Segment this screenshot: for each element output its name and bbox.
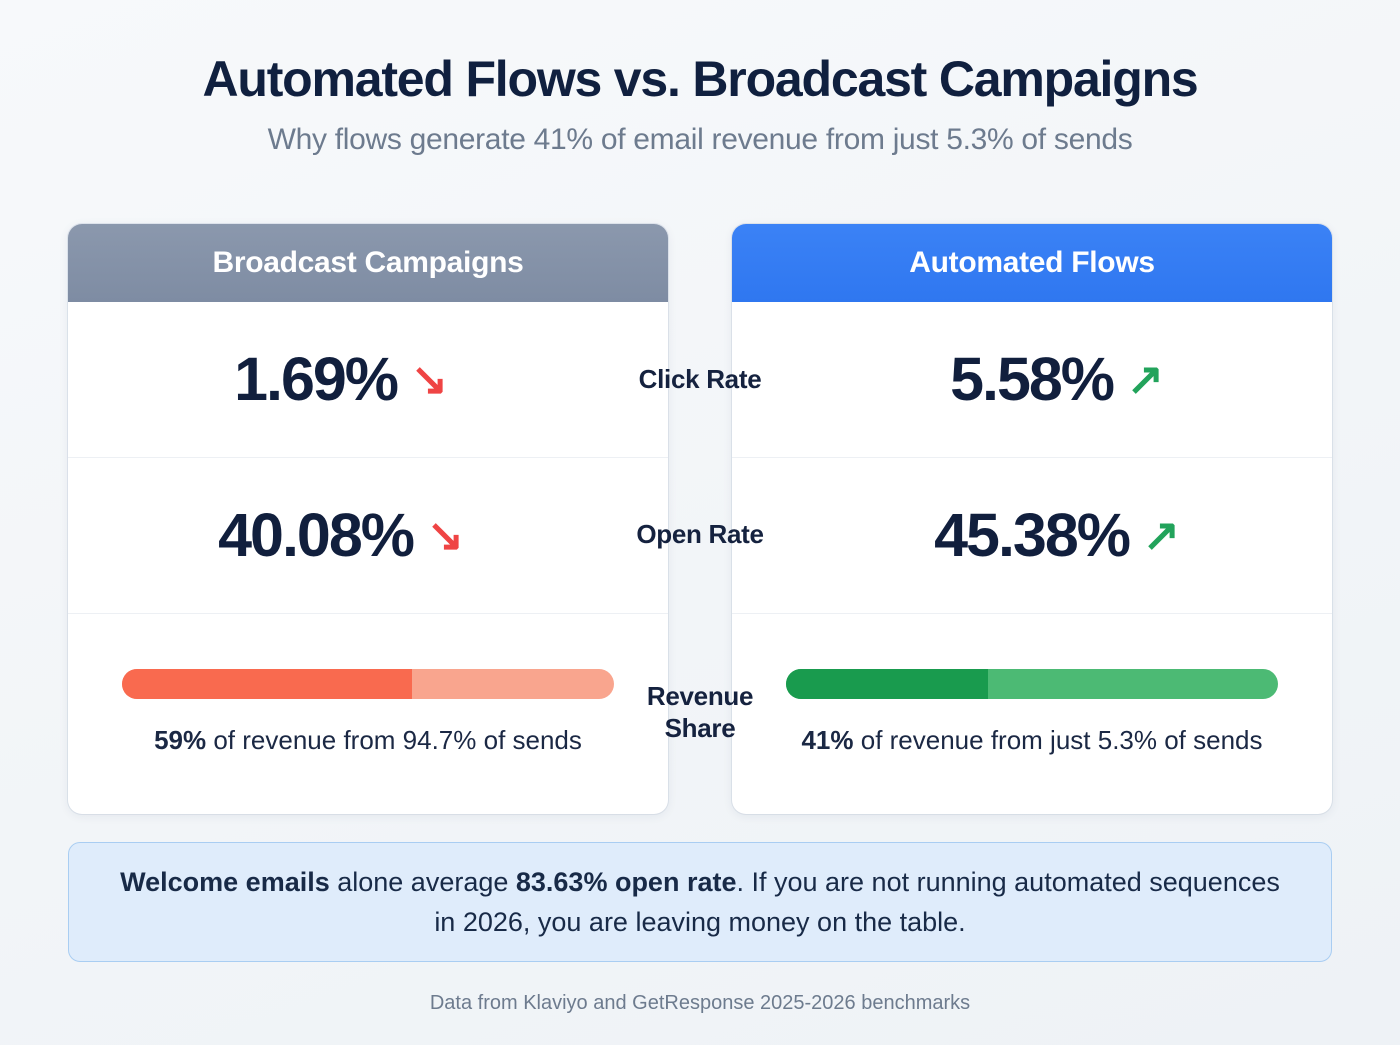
callout-bold-welcome-emails: Welcome emails <box>120 866 330 897</box>
flows-revenue-share-bar-fill <box>786 668 988 699</box>
metric-label-revenue-share: Revenue Share <box>647 612 754 812</box>
metric-label-open-rate: Open Rate <box>636 519 764 550</box>
page-title: Automated Flows vs. Broadcast Campaigns <box>202 51 1198 107</box>
broadcast-revenue-share-caption: 59% of revenue from 94.7% of sends <box>154 721 582 760</box>
flows-open-rate-row: 45.38% ↗ <box>732 458 1332 614</box>
broadcast-open-rate-value: 40.08% <box>218 501 415 569</box>
broadcast-open-rate-row: 40.08% ↘ <box>68 458 668 614</box>
callout-tail-text: . If you are not running automated seque… <box>434 866 1280 938</box>
callout-text: Welcome emails alone average 83.63% open… <box>109 862 1291 943</box>
footer-source: Data from Klaviyo and GetResponse 2025-2… <box>429 992 971 1014</box>
flows-click-rate-row: 5.58% ↗ <box>732 302 1332 458</box>
metric-label-revenue-share-line2: Share <box>664 713 736 743</box>
flows-open-rate-value: 45.38% <box>934 501 1131 569</box>
comparison-grid: Broadcast Campaigns 1.69% ↘ 40.08% ↘ 59%… <box>68 224 1332 814</box>
broadcast-revenue-share-bar-fill <box>122 668 413 699</box>
flows-revenue-share-block: 41% of revenue from just 5.3% of sends <box>732 614 1332 814</box>
trend-up-icon: ↗ <box>1143 510 1180 560</box>
callout-box: Welcome emails alone average 83.63% open… <box>68 842 1332 962</box>
flows-revenue-share-percent: 41% <box>801 724 854 755</box>
broadcast-revenue-share-bar <box>122 668 614 699</box>
trend-down-icon: ↘ <box>411 354 448 404</box>
callout-bold-open-rate: 83.63% open rate <box>515 866 737 897</box>
broadcast-revenue-share-text: of revenue from 94.7% of sends <box>206 724 582 755</box>
metric-label-revenue-share-line1: Revenue <box>646 680 754 711</box>
trend-down-icon: ↘ <box>427 510 464 560</box>
card-automated-flows: Automated Flows 5.58% ↗ 45.38% ↗ 41% of … <box>732 224 1332 814</box>
broadcast-click-rate-value: 1.69% <box>234 345 399 413</box>
flows-revenue-share-text: of revenue from just 5.3% of sends <box>853 724 1263 755</box>
flows-revenue-share-bar <box>786 668 1278 699</box>
header: Automated Flows vs. Broadcast Campaigns … <box>0 0 1400 157</box>
broadcast-revenue-share-percent: 59% <box>154 724 207 755</box>
trend-up-icon: ↗ <box>1127 354 1164 404</box>
flows-revenue-share-caption: 41% of revenue from just 5.3% of sends <box>801 721 1262 760</box>
center-metric-labels: Click Rate Open Rate Revenue Share <box>636 224 764 812</box>
broadcast-click-rate-row: 1.69% ↘ <box>68 302 668 458</box>
callout-mid-text: alone average <box>329 866 516 897</box>
page-subtitle: Why flows generate 41% of email revenue … <box>267 123 1133 156</box>
flows-click-rate-value: 5.58% <box>950 345 1115 413</box>
card-header-flows: Automated Flows <box>732 224 1332 302</box>
card-broadcast-campaigns: Broadcast Campaigns 1.69% ↘ 40.08% ↘ 59%… <box>68 224 668 814</box>
metric-label-click-rate: Click Rate <box>638 364 762 395</box>
broadcast-revenue-share-block: 59% of revenue from 94.7% of sends <box>68 614 668 814</box>
card-header-broadcast: Broadcast Campaigns <box>68 224 668 302</box>
